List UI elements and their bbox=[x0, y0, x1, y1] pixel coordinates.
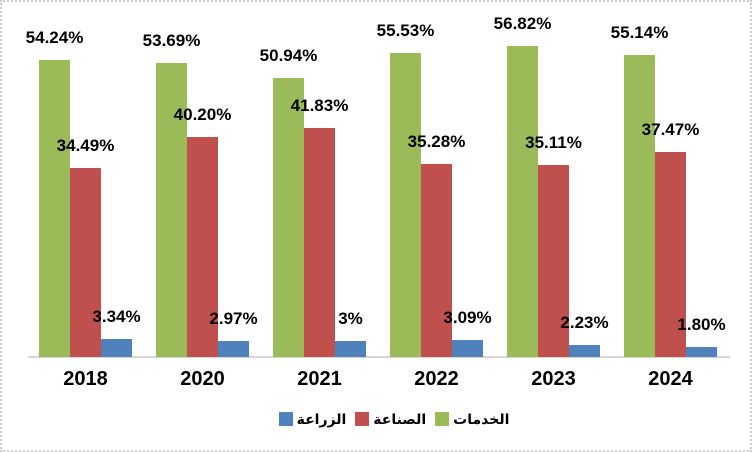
bar-services-2022 bbox=[390, 52, 421, 357]
category-label-2020: 2020 bbox=[180, 368, 225, 390]
data-label-agriculture-2024: 1.80% bbox=[677, 315, 726, 335]
legend-swatch-services bbox=[435, 412, 450, 426]
legend-swatch-industry bbox=[355, 412, 370, 426]
legend-swatch-agriculture bbox=[278, 412, 293, 426]
data-label-agriculture-2018: 3.34% bbox=[92, 306, 141, 326]
bar-agriculture-2018 bbox=[101, 338, 132, 357]
legend-item-agriculture: الزراعة bbox=[278, 410, 347, 428]
category-label-2024: 2024 bbox=[648, 368, 693, 390]
bar-agriculture-2021 bbox=[335, 340, 366, 357]
legend-label-agriculture: الزراعة bbox=[296, 410, 347, 427]
data-label-industry-2023: 35.11% bbox=[525, 132, 582, 152]
category-label-2022: 2022 bbox=[414, 368, 459, 390]
category-label-2021: 2021 bbox=[297, 368, 342, 390]
category-label-2018: 2018 bbox=[63, 368, 108, 390]
bar-industry-2024 bbox=[655, 151, 686, 357]
data-label-services-2021: 50.94% bbox=[259, 46, 318, 66]
bar-services-2024 bbox=[624, 55, 655, 357]
x-axis-line bbox=[28, 356, 730, 358]
data-label-industry-2021: 41.83% bbox=[290, 95, 349, 115]
data-label-industry-2024: 37.47% bbox=[641, 119, 700, 139]
data-label-services-2022: 55.53% bbox=[376, 20, 435, 40]
bar-industry-2020 bbox=[187, 136, 218, 357]
bar-services-2020 bbox=[156, 63, 187, 357]
bar-industry-2021 bbox=[304, 127, 335, 357]
legend-item-services: الخدمات bbox=[435, 411, 509, 428]
bar-agriculture-2020 bbox=[218, 340, 249, 357]
data-label-services-2018: 54.24% bbox=[25, 27, 84, 47]
bar-services-2021 bbox=[273, 78, 304, 357]
data-label-agriculture-2022: 3.09% bbox=[443, 308, 492, 328]
bar-agriculture-2022 bbox=[452, 340, 483, 357]
data-label-agriculture-2020: 2.97% bbox=[209, 308, 258, 328]
data-label-services-2024: 55.14% bbox=[610, 23, 669, 43]
chart-legend: الزراعة الصناعة الخدمات bbox=[2, 406, 750, 432]
data-label-agriculture-2023: 2.23% bbox=[560, 312, 609, 332]
bar-industry-2018 bbox=[70, 168, 101, 357]
bar-agriculture-2023 bbox=[569, 344, 600, 357]
data-label-services-2023: 56.82% bbox=[493, 13, 552, 33]
data-label-services-2020: 53.69% bbox=[142, 31, 201, 50]
bar-services-2023 bbox=[507, 45, 538, 357]
data-label-agriculture-2021: 3% bbox=[338, 308, 363, 328]
bar-agriculture-2024 bbox=[686, 347, 717, 357]
data-label-industry-2020: 40.20% bbox=[173, 104, 232, 124]
category-label-2023: 2023 bbox=[531, 368, 576, 390]
data-label-industry-2018: 34.49% bbox=[56, 136, 115, 156]
legend-label-industry: الصناعة bbox=[373, 410, 427, 427]
bar-services-2018 bbox=[39, 59, 70, 357]
data-label-industry-2022: 35.28% bbox=[407, 131, 466, 151]
bar-industry-2022 bbox=[421, 163, 452, 357]
legend-label-services: الخدمات bbox=[453, 410, 510, 427]
bar-industry-2023 bbox=[538, 164, 569, 357]
legend-item-industry: الصناعة bbox=[355, 411, 426, 428]
